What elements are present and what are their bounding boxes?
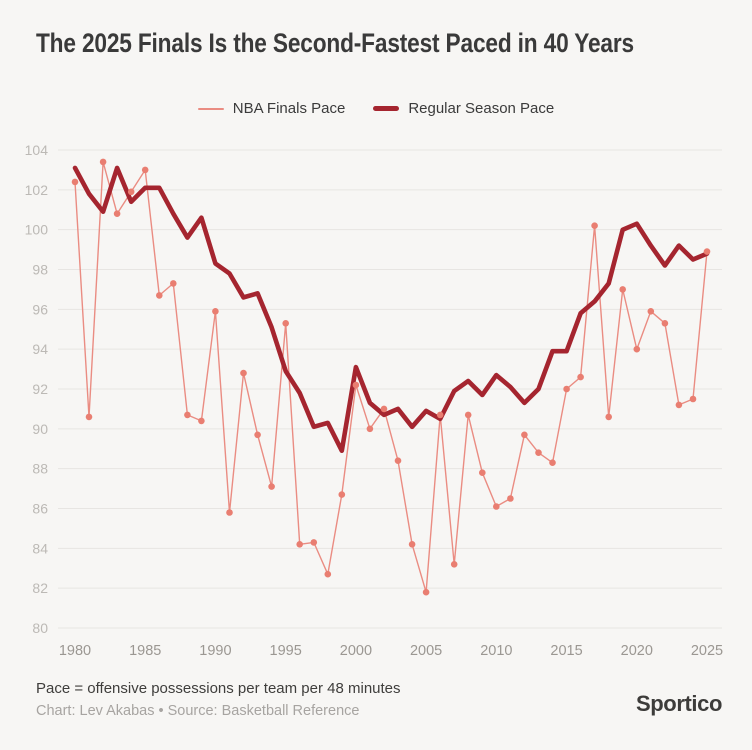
legend-item-finals-pace: NBA Finals Pace <box>197 100 346 117</box>
finals-pace-point <box>254 431 261 439</box>
finals-pace-point <box>605 413 612 421</box>
finals-pace-point <box>99 158 107 166</box>
y-axis-label: 92 <box>32 381 48 397</box>
y-axis-label: 98 <box>32 262 48 278</box>
finals-pace-point <box>296 541 304 548</box>
finals-pace-point <box>170 280 177 287</box>
x-axis-label: 2015 <box>550 643 582 659</box>
y-axis-label: 96 <box>32 301 48 317</box>
pace-definition-note: Pace = offensive possessions per team pe… <box>36 680 401 697</box>
y-axis-label: 104 <box>25 142 49 158</box>
finals-pace-point <box>647 308 655 315</box>
finals-pace-point <box>338 491 346 498</box>
finals-pace-point <box>619 286 626 293</box>
x-axis-label: 2005 <box>410 643 442 659</box>
chart-credit: Chart: Lev Akabas • Source: Basketball R… <box>36 703 360 719</box>
finals-pace-point <box>436 411 444 419</box>
finals-pace-point <box>703 248 711 255</box>
finals-pace-point <box>282 320 290 327</box>
sportico-logo: Sportico <box>635 691 722 716</box>
finals-pace-point <box>184 411 191 419</box>
finals-pace-point <box>85 413 93 421</box>
y-axis-label: 100 <box>25 222 49 238</box>
y-axis-label: 90 <box>32 421 48 437</box>
finals-pace-point <box>380 405 388 413</box>
x-axis-label: 2000 <box>340 643 372 659</box>
y-axis-label: 86 <box>32 501 48 517</box>
finals-pace-point <box>464 411 472 419</box>
y-axis-label: 80 <box>32 620 48 636</box>
y-axis-label: 84 <box>32 540 48 556</box>
finals-pace-point <box>113 210 121 217</box>
finals-pace-point <box>521 431 528 439</box>
finals-pace-line <box>74 161 708 593</box>
finals-pace-point <box>507 495 514 502</box>
finals-pace-point <box>450 561 458 568</box>
finals-pace-point <box>156 292 163 299</box>
x-axis-label: 2025 <box>691 643 723 659</box>
finals-pace-point <box>226 509 233 516</box>
finals-pace-point <box>310 539 318 546</box>
y-axis-label: 94 <box>32 341 48 357</box>
finals-pace-swatch <box>197 107 224 110</box>
y-axis-label: 82 <box>32 580 48 596</box>
finals-pace-point <box>212 308 219 315</box>
finals-pace-point <box>577 373 584 381</box>
x-axis-label: 2020 <box>621 643 653 659</box>
finals-pace-point <box>198 417 205 425</box>
regular-season-pace-line <box>72 165 710 454</box>
finals-pace-point <box>268 483 275 490</box>
finals-pace-point <box>479 469 486 477</box>
finals-pace-point <box>563 385 570 393</box>
regular-season-pace-swatch <box>373 106 400 111</box>
y-axis-label: 102 <box>25 182 49 198</box>
finals-pace-point <box>240 369 247 377</box>
finals-pace-point <box>633 345 641 353</box>
x-axis-label: 2010 <box>480 643 512 659</box>
finals-pace-point <box>535 449 542 457</box>
finals-pace-point <box>549 459 556 467</box>
finals-pace-point <box>675 401 683 409</box>
x-axis-label: 1990 <box>199 643 231 659</box>
x-axis-label: 1980 <box>59 643 91 659</box>
finals-pace-point <box>366 425 374 433</box>
finals-pace-point <box>394 457 402 465</box>
legend: NBA Finals Pace Regular Season Pace <box>0 100 752 117</box>
finals-pace-point <box>71 178 79 186</box>
finals-pace-legend-label: NBA Finals Pace <box>232 100 346 117</box>
regular-season-pace-legend-label: Regular Season Pace <box>408 100 555 117</box>
x-axis-label: 1985 <box>129 643 161 659</box>
y-axis-label: 88 <box>32 461 48 477</box>
chart-title: The 2025 Finals Is the Second-Fastest Pa… <box>36 28 634 58</box>
finals-pace-point <box>689 395 697 403</box>
finals-pace-point <box>127 188 135 196</box>
finals-pace-point <box>324 570 332 578</box>
finals-pace-point <box>408 541 416 548</box>
finals-pace-point <box>352 381 360 389</box>
finals-pace-point <box>422 588 430 596</box>
x-axis-label: 1995 <box>270 643 302 659</box>
finals-pace-point <box>591 222 598 229</box>
finals-pace-point <box>661 320 669 327</box>
finals-pace-point <box>141 166 149 174</box>
finals-pace-point <box>493 503 500 510</box>
legend-item-regular-season-pace: Regular Season Pace <box>373 100 554 117</box>
